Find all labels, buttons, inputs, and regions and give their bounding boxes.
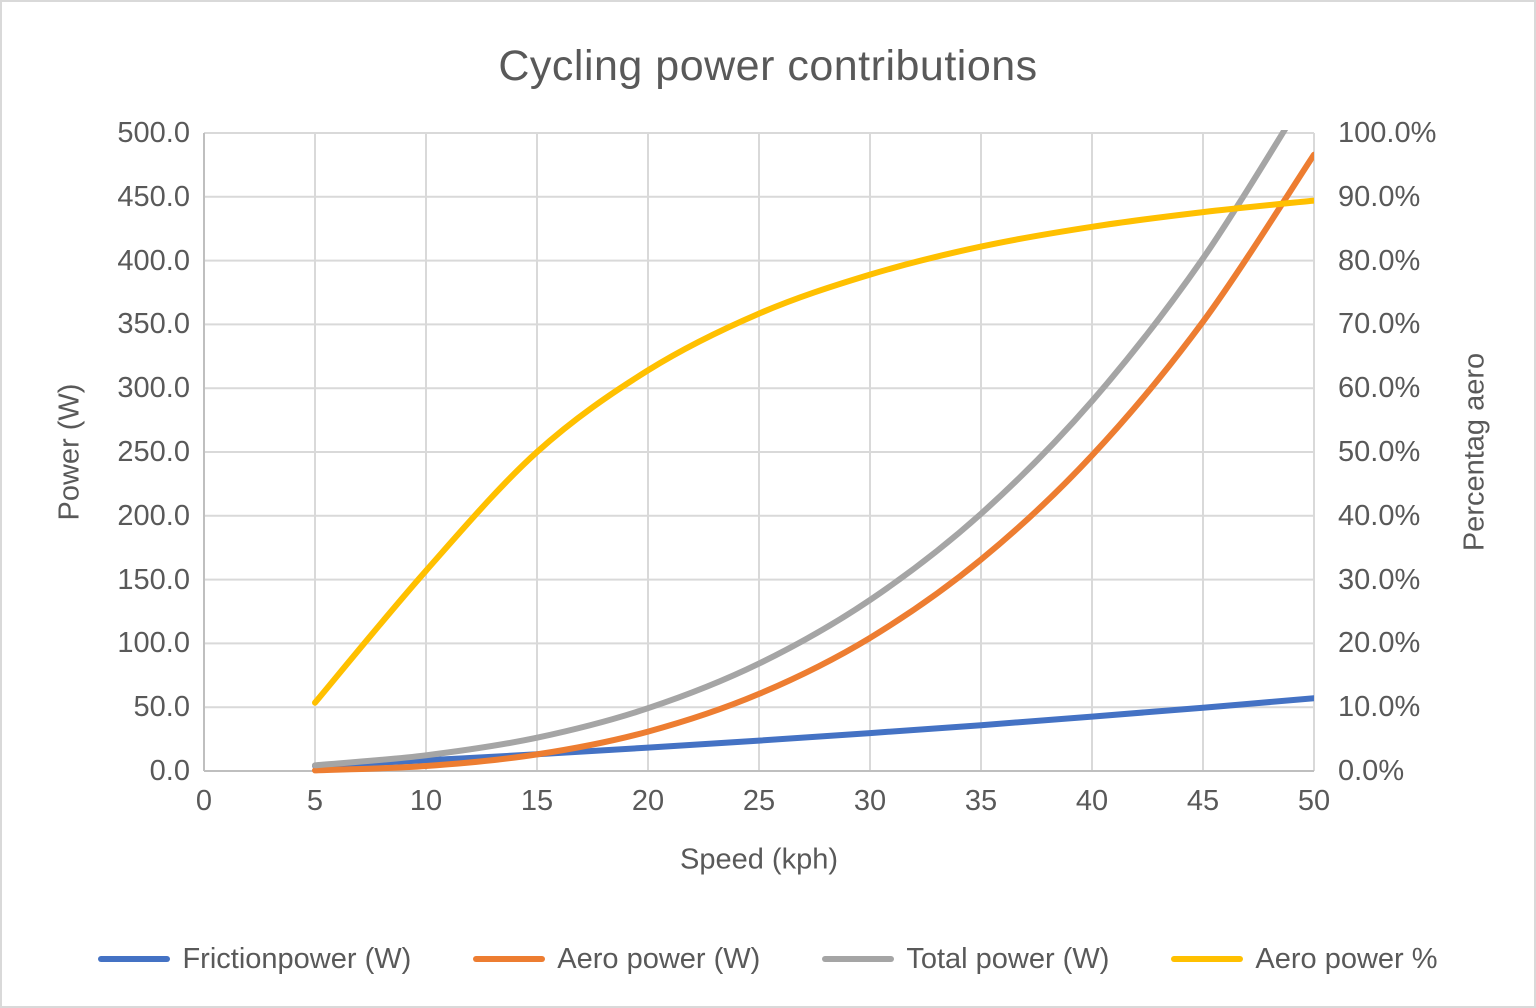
y-axis-left-tick-label: 500.0 (117, 117, 190, 149)
series-line-aero-power-w (312, 151, 1314, 774)
x-axis-tick-label: 30 (853, 785, 887, 817)
x-axis-tick-label: 15 (520, 785, 554, 817)
x-axis-tick-label: 25 (742, 785, 776, 817)
y-axis-left-tick-label: 450.0 (117, 180, 190, 213)
legend: Frictionpower (W) Aero power (W) Total pow… (2, 938, 1534, 980)
legend-item: Total power (W) (822, 943, 1109, 976)
y-axis-left-tick-label: 300.0 (117, 372, 190, 405)
x-axis-tick-label: 10 (409, 785, 443, 817)
y-axis-left-tick-label: 0.0 (149, 755, 190, 787)
y-axis-right-tick-label: 10.0% (1338, 691, 1421, 724)
y-axis-right-tick-label: 100.0% (1338, 117, 1437, 149)
series-line-aero-power (312, 197, 1314, 706)
x-axis-tick-label: 45 (1186, 785, 1220, 817)
y-axis-left-tick-label: 150.0 (117, 563, 190, 596)
legend-item: Aero power % (1171, 942, 1438, 976)
y-axis-right-tick-label: 50.0% (1338, 436, 1421, 468)
y-axis-left-tick-label: 350.0 (117, 308, 190, 341)
series-group (312, 130, 1314, 774)
legend-line-swatch (98, 956, 171, 962)
legend-line-swatch (822, 956, 895, 962)
y-axis-left-tick-label: 100.0 (117, 627, 190, 660)
y-axis-right-tick-label: 90.0% (1338, 180, 1421, 213)
x-axis-tick-label: 0 (195, 785, 213, 817)
y-axis-right-title: Percentag aero (1458, 352, 1491, 552)
chart-title: Cycling power contributions (498, 42, 1038, 90)
y-axis-right-tick-label: 60.0% (1338, 372, 1421, 405)
y-axis-right-tick-label: 40.0% (1338, 499, 1421, 532)
legend-line-swatch (473, 956, 546, 962)
y-axis-left-title: Power (W) (53, 383, 86, 521)
x-axis-tick-label: 20 (631, 785, 665, 817)
series-line-frictionpower-w (312, 695, 1314, 769)
legend-label: Total power (W) (906, 942, 1110, 975)
y-axis-right-tick-label: 0.0% (1338, 755, 1405, 787)
x-axis-title: Speed (kph) (680, 843, 838, 876)
legend-label: Frictionpower (W) (182, 942, 412, 975)
series-line-total-power-w (312, 130, 1289, 769)
y-axis-left-tick-label: 400.0 (117, 244, 190, 277)
y-axis-left-tick-label: 50.0 (133, 691, 190, 724)
legend-line-swatch (1171, 956, 1244, 962)
x-axis-tick-label: 5 (306, 785, 324, 817)
x-axis-tick-label: 35 (964, 785, 998, 817)
y-axis-right-tick-label: 70.0% (1338, 308, 1421, 341)
x-axis-tick-label: 50 (1297, 785, 1331, 817)
y-axis-right-tick-label: 80.0% (1338, 244, 1421, 277)
y-axis-right-tick-label: 20.0% (1338, 627, 1421, 660)
y-axis-left-tick-label: 250.0 (117, 436, 190, 468)
y-axis-left-tick-label: 200.0 (117, 499, 190, 532)
x-axis-tick-label: 40 (1075, 785, 1109, 817)
legend-label: Aero power (W) (557, 942, 761, 975)
legend-item: Frictionpower (W) (98, 943, 411, 976)
legend-item: Aero power (W) (473, 943, 760, 976)
legend-label: Aero power % (1255, 942, 1438, 975)
y-axis-right-tick-label: 30.0% (1338, 563, 1421, 596)
